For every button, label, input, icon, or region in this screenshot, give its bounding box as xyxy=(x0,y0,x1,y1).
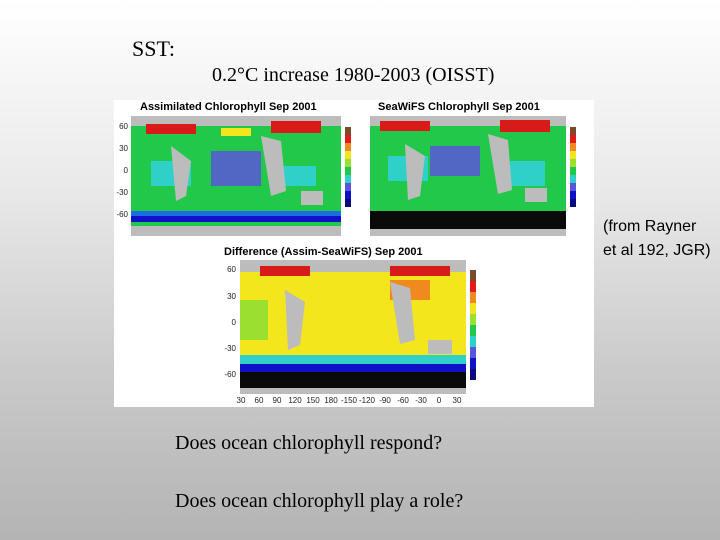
x-tick: 0 xyxy=(436,396,442,405)
y-tick: 60 xyxy=(227,265,236,274)
question-2: Does ocean chlorophyll play a role? xyxy=(175,490,464,512)
x-tick: 150 xyxy=(306,396,320,405)
y-tick: -30 xyxy=(224,344,236,353)
chlorophyll-figure: Assimilated Chlorophyll Sep 2001 60 30 0… xyxy=(114,100,594,407)
y-tick: 30 xyxy=(227,292,236,301)
map-seawifs xyxy=(370,116,566,236)
colorbar xyxy=(345,127,351,207)
y-tick: 30 xyxy=(119,144,128,153)
y-tick: -30 xyxy=(116,188,128,197)
y-tick: -60 xyxy=(224,370,236,379)
slide-subheading: 0.2°C increase 1980-2003 (OISST) xyxy=(212,64,495,86)
x-tick: 90 xyxy=(272,396,282,405)
colorbar xyxy=(470,270,476,380)
y-tick: 0 xyxy=(123,166,128,175)
question-1: Does ocean chlorophyll respond? xyxy=(175,432,443,454)
slide-heading: SST: xyxy=(132,36,175,61)
x-tick: -60 xyxy=(397,396,409,405)
map-assimilated xyxy=(131,116,341,236)
x-tick: -150 xyxy=(340,396,357,405)
panel-title-seawifs: SeaWiFS Chlorophyll Sep 2001 xyxy=(378,101,540,113)
map-difference xyxy=(240,260,466,394)
panel-title-difference: Difference (Assim-SeaWiFS) Sep 2001 xyxy=(224,246,423,258)
y-tick: 60 xyxy=(119,122,128,131)
panel-title-assimilated: Assimilated Chlorophyll Sep 2001 xyxy=(140,101,317,113)
x-tick: 30 xyxy=(236,396,246,405)
y-tick: 0 xyxy=(231,318,236,327)
y-tick: -60 xyxy=(116,210,128,219)
citation: (from Rayner et al 192, JGR) xyxy=(603,218,711,259)
colorbar xyxy=(570,127,576,207)
x-tick: 120 xyxy=(288,396,302,405)
x-tick: 30 xyxy=(452,396,462,405)
x-tick: 180 xyxy=(324,396,338,405)
x-tick: -90 xyxy=(379,396,391,405)
x-tick: 60 xyxy=(254,396,264,405)
x-tick: -120 xyxy=(358,396,375,405)
x-tick: -30 xyxy=(415,396,427,405)
